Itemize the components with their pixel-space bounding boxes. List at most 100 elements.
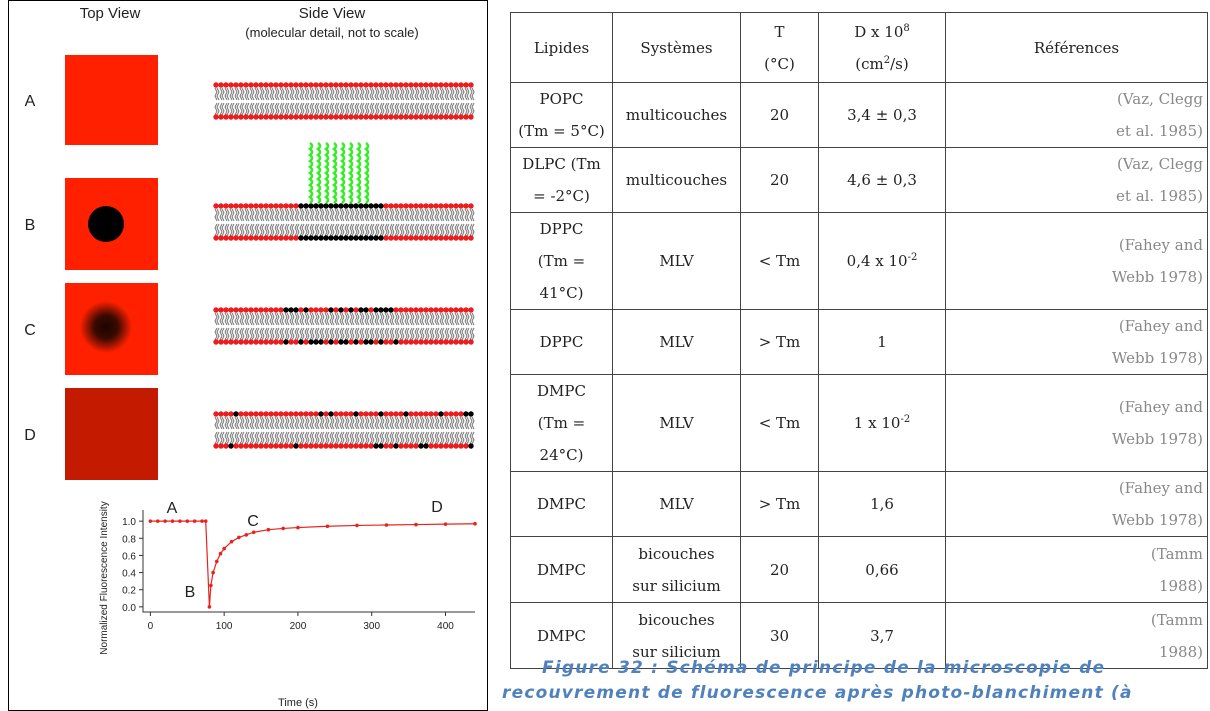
lipid-head: [408, 235, 414, 241]
lipid-head: [468, 411, 474, 417]
cell-line: sur silicium: [632, 642, 721, 661]
cell-line: POPC: [539, 90, 584, 108]
lipid-head: [458, 114, 464, 120]
lipid-head: [268, 114, 274, 120]
lipid-tails: [394, 87, 400, 116]
cell-line: DPPC: [539, 333, 584, 351]
lipid-head: [363, 443, 369, 449]
lipid-head: [303, 82, 309, 88]
lipid-head: [258, 82, 264, 88]
cell-line: 20: [769, 106, 790, 124]
x-tick-label: 100: [216, 621, 233, 632]
lipid-head: [358, 82, 364, 88]
lipid-head: [343, 443, 349, 449]
lipid-head: [263, 82, 269, 88]
lipid-head: [238, 114, 244, 120]
data-point: [296, 525, 300, 530]
lipid-head: [293, 411, 299, 417]
lipid-head: [223, 443, 229, 449]
lipid-tails: [224, 87, 230, 116]
membrane: [213, 203, 475, 241]
lipid-head: [248, 82, 254, 88]
lipid-tails: [284, 416, 290, 445]
lipid-head: [268, 307, 274, 313]
lipid-head: [413, 114, 419, 120]
lipid-head: [358, 339, 364, 345]
caption-line: recouvrement de fluorescence après photo…: [502, 683, 1133, 703]
table-cell: (Vaz, Clegg et al. 1985): [945, 147, 1208, 213]
lipid-tails: [294, 416, 300, 445]
lipid-head: [213, 82, 219, 88]
data-point: [266, 527, 271, 532]
lipid-tails: [264, 312, 270, 341]
lipid-tails: [254, 208, 260, 237]
cell-line: sur silicium: [632, 576, 721, 595]
lipid-head: [428, 235, 434, 241]
lipid-head: [278, 203, 284, 209]
lipid-tails: [269, 312, 275, 341]
lipid-head: [303, 307, 309, 313]
table-row: DMPC (Tm = 24°C) MLV < Tm 1 x 10-2 (Fahey and…: [510, 374, 1208, 472]
lipid-head: [298, 339, 304, 345]
lipid-head: [243, 339, 249, 345]
laser-beam: [347, 142, 354, 204]
cell-line: (Tamm: [1150, 544, 1203, 563]
side-view-note: (molecular detail, not to scale): [245, 25, 418, 40]
lipid-head: [413, 82, 419, 88]
lipid-head: [303, 411, 309, 417]
lipid-head: [248, 307, 254, 313]
lipid-head: [453, 307, 459, 313]
lipid-head: [283, 443, 289, 449]
lipid-head: [463, 203, 469, 209]
lipid-tails: [299, 87, 305, 116]
lipid-head: [288, 443, 294, 449]
lipid-tails: [414, 208, 420, 237]
lipid-tails: [244, 416, 250, 445]
lipid-head: [423, 339, 429, 345]
lipid-tails: [334, 416, 340, 445]
lipid-head: [283, 235, 289, 241]
lipid-head: [428, 411, 434, 417]
lipid-head: [218, 235, 224, 241]
lipid-head: [283, 114, 289, 120]
cell-line: MLV: [659, 414, 694, 432]
lipid-tails: [429, 416, 435, 445]
lipid-head: [373, 82, 379, 88]
table-cell: 1 x 10-2: [818, 374, 946, 472]
lipid-head: [458, 82, 464, 88]
lipid-tails: [279, 87, 285, 116]
lipid-head: [328, 235, 334, 241]
lipid-head: [383, 411, 389, 417]
lipid-head: [438, 443, 444, 449]
lipid-head: [383, 114, 389, 120]
lipid-tails: [379, 87, 385, 116]
lipid-tails: [424, 208, 430, 237]
lipid-head: [218, 411, 224, 417]
lipid-head: [328, 443, 334, 449]
lipid-head: [213, 411, 219, 417]
lipid-head: [313, 82, 319, 88]
lipid-head: [373, 443, 379, 449]
cell-line: D x 108: [823, 16, 941, 48]
cell-line: 0,4 x 10-2: [823, 245, 941, 277]
lipid-tails: [434, 416, 440, 445]
lipid-head: [213, 443, 219, 449]
lipid-head: [313, 443, 319, 449]
lipid-tails: [319, 208, 325, 237]
lipid-head: [348, 82, 354, 88]
lipid-head: [303, 114, 309, 120]
cell-line: 1: [877, 333, 887, 351]
laser-beam: [331, 142, 338, 204]
lipid-head: [228, 443, 234, 449]
lipid-head: [448, 235, 454, 241]
x-axis-label: Time (s): [278, 697, 318, 709]
lipid-head: [418, 235, 424, 241]
lipid-tails: [349, 416, 355, 445]
recovery-line: [150, 520, 476, 607]
lipid-tails: [234, 416, 240, 445]
lipid-head: [313, 339, 319, 345]
lipid-tails: [214, 312, 220, 341]
lipid-tails: [454, 312, 460, 341]
lipid-head: [368, 411, 374, 417]
lipid-head: [343, 339, 349, 345]
